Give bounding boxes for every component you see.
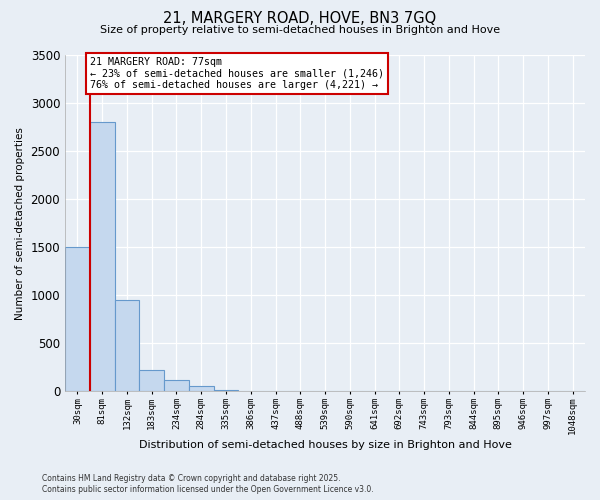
X-axis label: Distribution of semi-detached houses by size in Brighton and Hove: Distribution of semi-detached houses by … [139,440,511,450]
Y-axis label: Number of semi-detached properties: Number of semi-detached properties [15,126,25,320]
Bar [90,122,115,392]
Bar [214,390,238,392]
Bar [65,247,90,392]
Bar [115,300,139,392]
Bar [189,386,214,392]
Bar [164,380,189,392]
Text: 21 MARGERY ROAD: 77sqm
← 23% of semi-detached houses are smaller (1,246)
76% of : 21 MARGERY ROAD: 77sqm ← 23% of semi-det… [90,57,384,90]
Bar [139,370,164,392]
Text: Contains HM Land Registry data © Crown copyright and database right 2025.
Contai: Contains HM Land Registry data © Crown c… [42,474,374,494]
Text: 21, MARGERY ROAD, HOVE, BN3 7GQ: 21, MARGERY ROAD, HOVE, BN3 7GQ [163,11,437,26]
Text: Size of property relative to semi-detached houses in Brighton and Hove: Size of property relative to semi-detach… [100,25,500,35]
